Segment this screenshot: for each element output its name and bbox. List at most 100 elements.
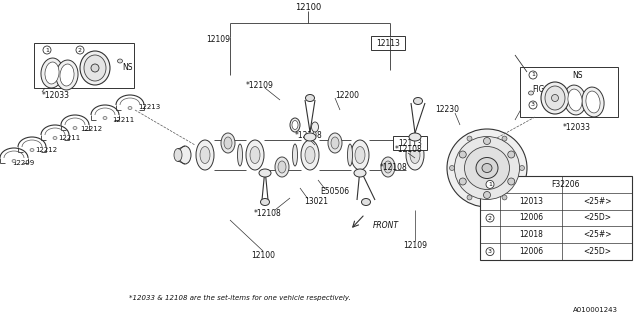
Ellipse shape	[447, 129, 527, 207]
Circle shape	[529, 71, 537, 79]
Text: *12108: *12108	[295, 131, 323, 140]
Text: 12211: 12211	[112, 117, 134, 123]
Ellipse shape	[174, 148, 182, 162]
Ellipse shape	[312, 122, 319, 132]
Ellipse shape	[502, 136, 507, 141]
Ellipse shape	[564, 85, 586, 115]
Ellipse shape	[305, 147, 315, 164]
Ellipse shape	[292, 121, 298, 130]
Text: 12018: 12018	[519, 230, 543, 239]
Ellipse shape	[305, 94, 314, 101]
Text: <25D>: <25D>	[583, 247, 611, 256]
Text: 12209: 12209	[12, 160, 35, 166]
Ellipse shape	[541, 82, 569, 114]
Circle shape	[529, 101, 537, 109]
Text: F32206: F32206	[552, 180, 580, 189]
Text: 12006: 12006	[519, 247, 543, 256]
Ellipse shape	[381, 157, 395, 177]
Ellipse shape	[224, 137, 232, 149]
Text: 2: 2	[488, 215, 492, 220]
Ellipse shape	[45, 62, 59, 84]
Bar	[371, 36, 405, 50]
Text: 3: 3	[531, 102, 535, 108]
Ellipse shape	[259, 169, 271, 177]
Ellipse shape	[467, 136, 472, 141]
Ellipse shape	[413, 98, 422, 105]
Ellipse shape	[482, 164, 492, 172]
Ellipse shape	[328, 133, 342, 153]
Ellipse shape	[179, 146, 191, 164]
Ellipse shape	[460, 178, 467, 185]
Text: 1: 1	[488, 182, 492, 187]
Text: A010001243: A010001243	[573, 307, 618, 313]
Ellipse shape	[508, 151, 515, 158]
Ellipse shape	[80, 51, 110, 85]
Ellipse shape	[301, 140, 319, 170]
Ellipse shape	[246, 140, 264, 170]
Circle shape	[486, 180, 494, 188]
Text: 12211: 12211	[58, 135, 80, 141]
Text: *12108: *12108	[395, 146, 423, 155]
Text: 12230: 12230	[435, 106, 459, 115]
Ellipse shape	[30, 148, 34, 151]
Ellipse shape	[221, 133, 235, 153]
Ellipse shape	[409, 133, 421, 141]
Ellipse shape	[237, 144, 243, 166]
Ellipse shape	[362, 198, 371, 205]
Text: 13021: 13021	[304, 197, 328, 206]
Ellipse shape	[60, 64, 74, 86]
Ellipse shape	[529, 91, 534, 95]
Text: *12108: *12108	[254, 209, 282, 218]
Ellipse shape	[103, 116, 107, 119]
Ellipse shape	[91, 64, 99, 72]
Ellipse shape	[41, 58, 63, 88]
Ellipse shape	[290, 118, 300, 132]
Text: NS: NS	[122, 63, 132, 73]
Text: 1: 1	[531, 73, 535, 77]
Text: FIG.011: FIG.011	[532, 85, 561, 94]
Ellipse shape	[53, 137, 57, 140]
Ellipse shape	[351, 140, 369, 170]
Text: 3: 3	[488, 249, 492, 254]
Ellipse shape	[502, 195, 507, 200]
Ellipse shape	[118, 59, 122, 63]
Text: 12212: 12212	[80, 126, 102, 132]
Ellipse shape	[410, 147, 420, 164]
Circle shape	[486, 214, 494, 222]
Ellipse shape	[476, 157, 498, 179]
Text: 12100: 12100	[251, 251, 275, 260]
Circle shape	[76, 46, 84, 54]
Ellipse shape	[582, 87, 604, 117]
Ellipse shape	[278, 161, 286, 173]
Ellipse shape	[56, 60, 78, 90]
Text: 12200: 12200	[335, 91, 359, 100]
Text: 12212: 12212	[35, 147, 57, 153]
Ellipse shape	[355, 147, 365, 164]
Text: 12113: 12113	[376, 38, 400, 47]
Ellipse shape	[406, 140, 424, 170]
Ellipse shape	[304, 133, 316, 141]
Ellipse shape	[568, 89, 582, 111]
Text: 12013: 12013	[519, 197, 543, 206]
Ellipse shape	[348, 144, 353, 166]
Text: E50506: E50506	[321, 188, 349, 196]
Ellipse shape	[292, 144, 298, 166]
Text: 12109: 12109	[206, 36, 230, 44]
Ellipse shape	[520, 165, 525, 171]
Ellipse shape	[449, 165, 454, 171]
Ellipse shape	[483, 138, 490, 145]
Ellipse shape	[465, 147, 509, 189]
Bar	[520, 67, 618, 117]
Ellipse shape	[200, 147, 210, 164]
Circle shape	[486, 248, 494, 256]
Ellipse shape	[354, 169, 366, 177]
Text: 12006: 12006	[519, 213, 543, 222]
Ellipse shape	[12, 159, 16, 163]
Text: *12033 & 12108 are the set-items for one vehicle respectively.: *12033 & 12108 are the set-items for one…	[129, 295, 351, 301]
Bar	[34, 43, 134, 88]
Ellipse shape	[196, 140, 214, 170]
Ellipse shape	[331, 137, 339, 149]
Ellipse shape	[586, 91, 600, 113]
Text: 12113: 12113	[398, 139, 422, 148]
Text: 12109: 12109	[403, 241, 427, 250]
